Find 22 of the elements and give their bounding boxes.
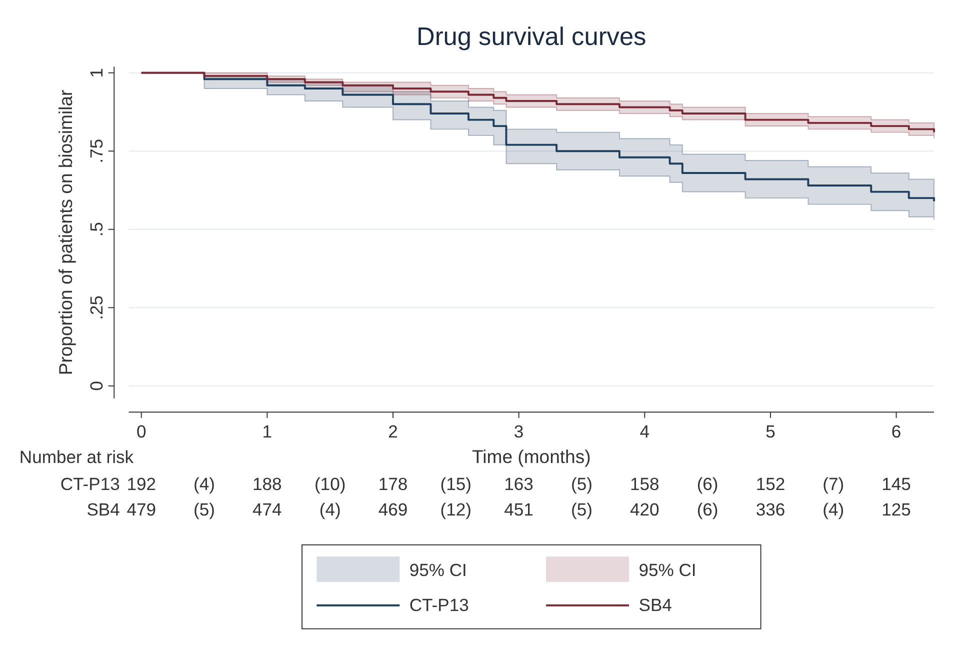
y-tick-label: 1 xyxy=(86,68,106,78)
x-tick-label: 1 xyxy=(262,421,272,442)
text: SB4 479 (5) 474 (4) 469 (12) 451 (5) 420 (6) 336 (4) 125 xyxy=(86,500,911,520)
legend-label: SB4 xyxy=(638,595,672,616)
y-axis-title: Proportion of patients on biosimilar xyxy=(55,90,76,376)
chart-title: Drug survival curves xyxy=(416,23,646,52)
legend-label: CT-P13 xyxy=(409,595,469,616)
x-tick-label: 6 xyxy=(891,421,902,442)
y-tick-label: .5 xyxy=(86,222,106,237)
x-tick-label: 2 xyxy=(388,421,398,442)
x-tick-label: 3 xyxy=(514,421,524,442)
y-tick-label: .75 xyxy=(86,138,106,164)
y-tick-label: 0 xyxy=(86,380,106,391)
x-tick-label: 4 xyxy=(640,421,650,442)
x-tick-label: 5 xyxy=(766,421,776,442)
x-axis-title: Time (months) xyxy=(472,446,591,467)
text: 95% CI xyxy=(409,560,467,580)
x-tick-label: 0 xyxy=(136,421,146,442)
text: 95% CI xyxy=(638,560,696,580)
text: CT-P13 192 (4) 188 (10) 178 (15) 163 (5) 158 (6) 152 (7) 145 xyxy=(60,474,911,494)
y-tick-label: .25 xyxy=(86,295,106,320)
text: Number at risk xyxy=(19,446,134,467)
